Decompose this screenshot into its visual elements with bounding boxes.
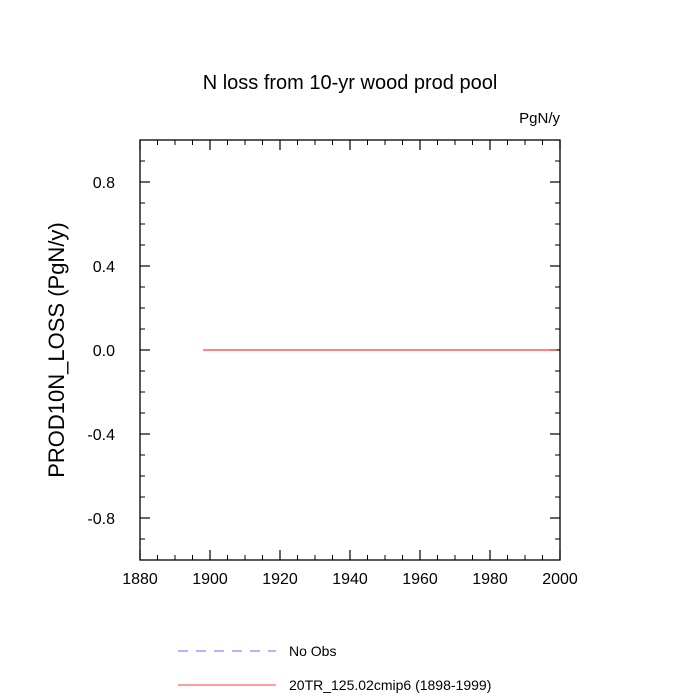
x-tick-label: 1980 <box>472 571 508 588</box>
x-tick-label: 1940 <box>332 571 368 588</box>
x-tick-label: 1960 <box>402 571 438 588</box>
y-tick-label: -0.4 <box>87 427 115 444</box>
x-tick-label: 1880 <box>122 571 158 588</box>
y-axis-label: PROD10N_LOSS (PgN/y) <box>44 222 69 478</box>
y-tick-label: 0.4 <box>93 259 115 276</box>
y-tick-label: -0.8 <box>87 511 115 528</box>
x-tick-label: 1900 <box>192 571 228 588</box>
units-label: PgN/y <box>519 110 560 127</box>
y-tick-label: 0.0 <box>93 343 115 360</box>
x-tick-label: 1920 <box>262 571 298 588</box>
y-tick-label: 0.8 <box>93 175 115 192</box>
legend: No Obs 20TR_125.02cmip6 (1898-1999) <box>178 643 491 693</box>
chart-title: N loss from 10-yr wood prod pool <box>203 72 498 94</box>
x-tick-label: 2000 <box>542 571 578 588</box>
plot-area: 1880 1900 1920 1940 1960 1980 2000 -0.8 -0.4 0.0 0… <box>87 139 578 588</box>
legend-label: No Obs <box>289 643 336 659</box>
legend-label: 20TR_125.02cmip6 (1898-1999) <box>289 677 491 693</box>
